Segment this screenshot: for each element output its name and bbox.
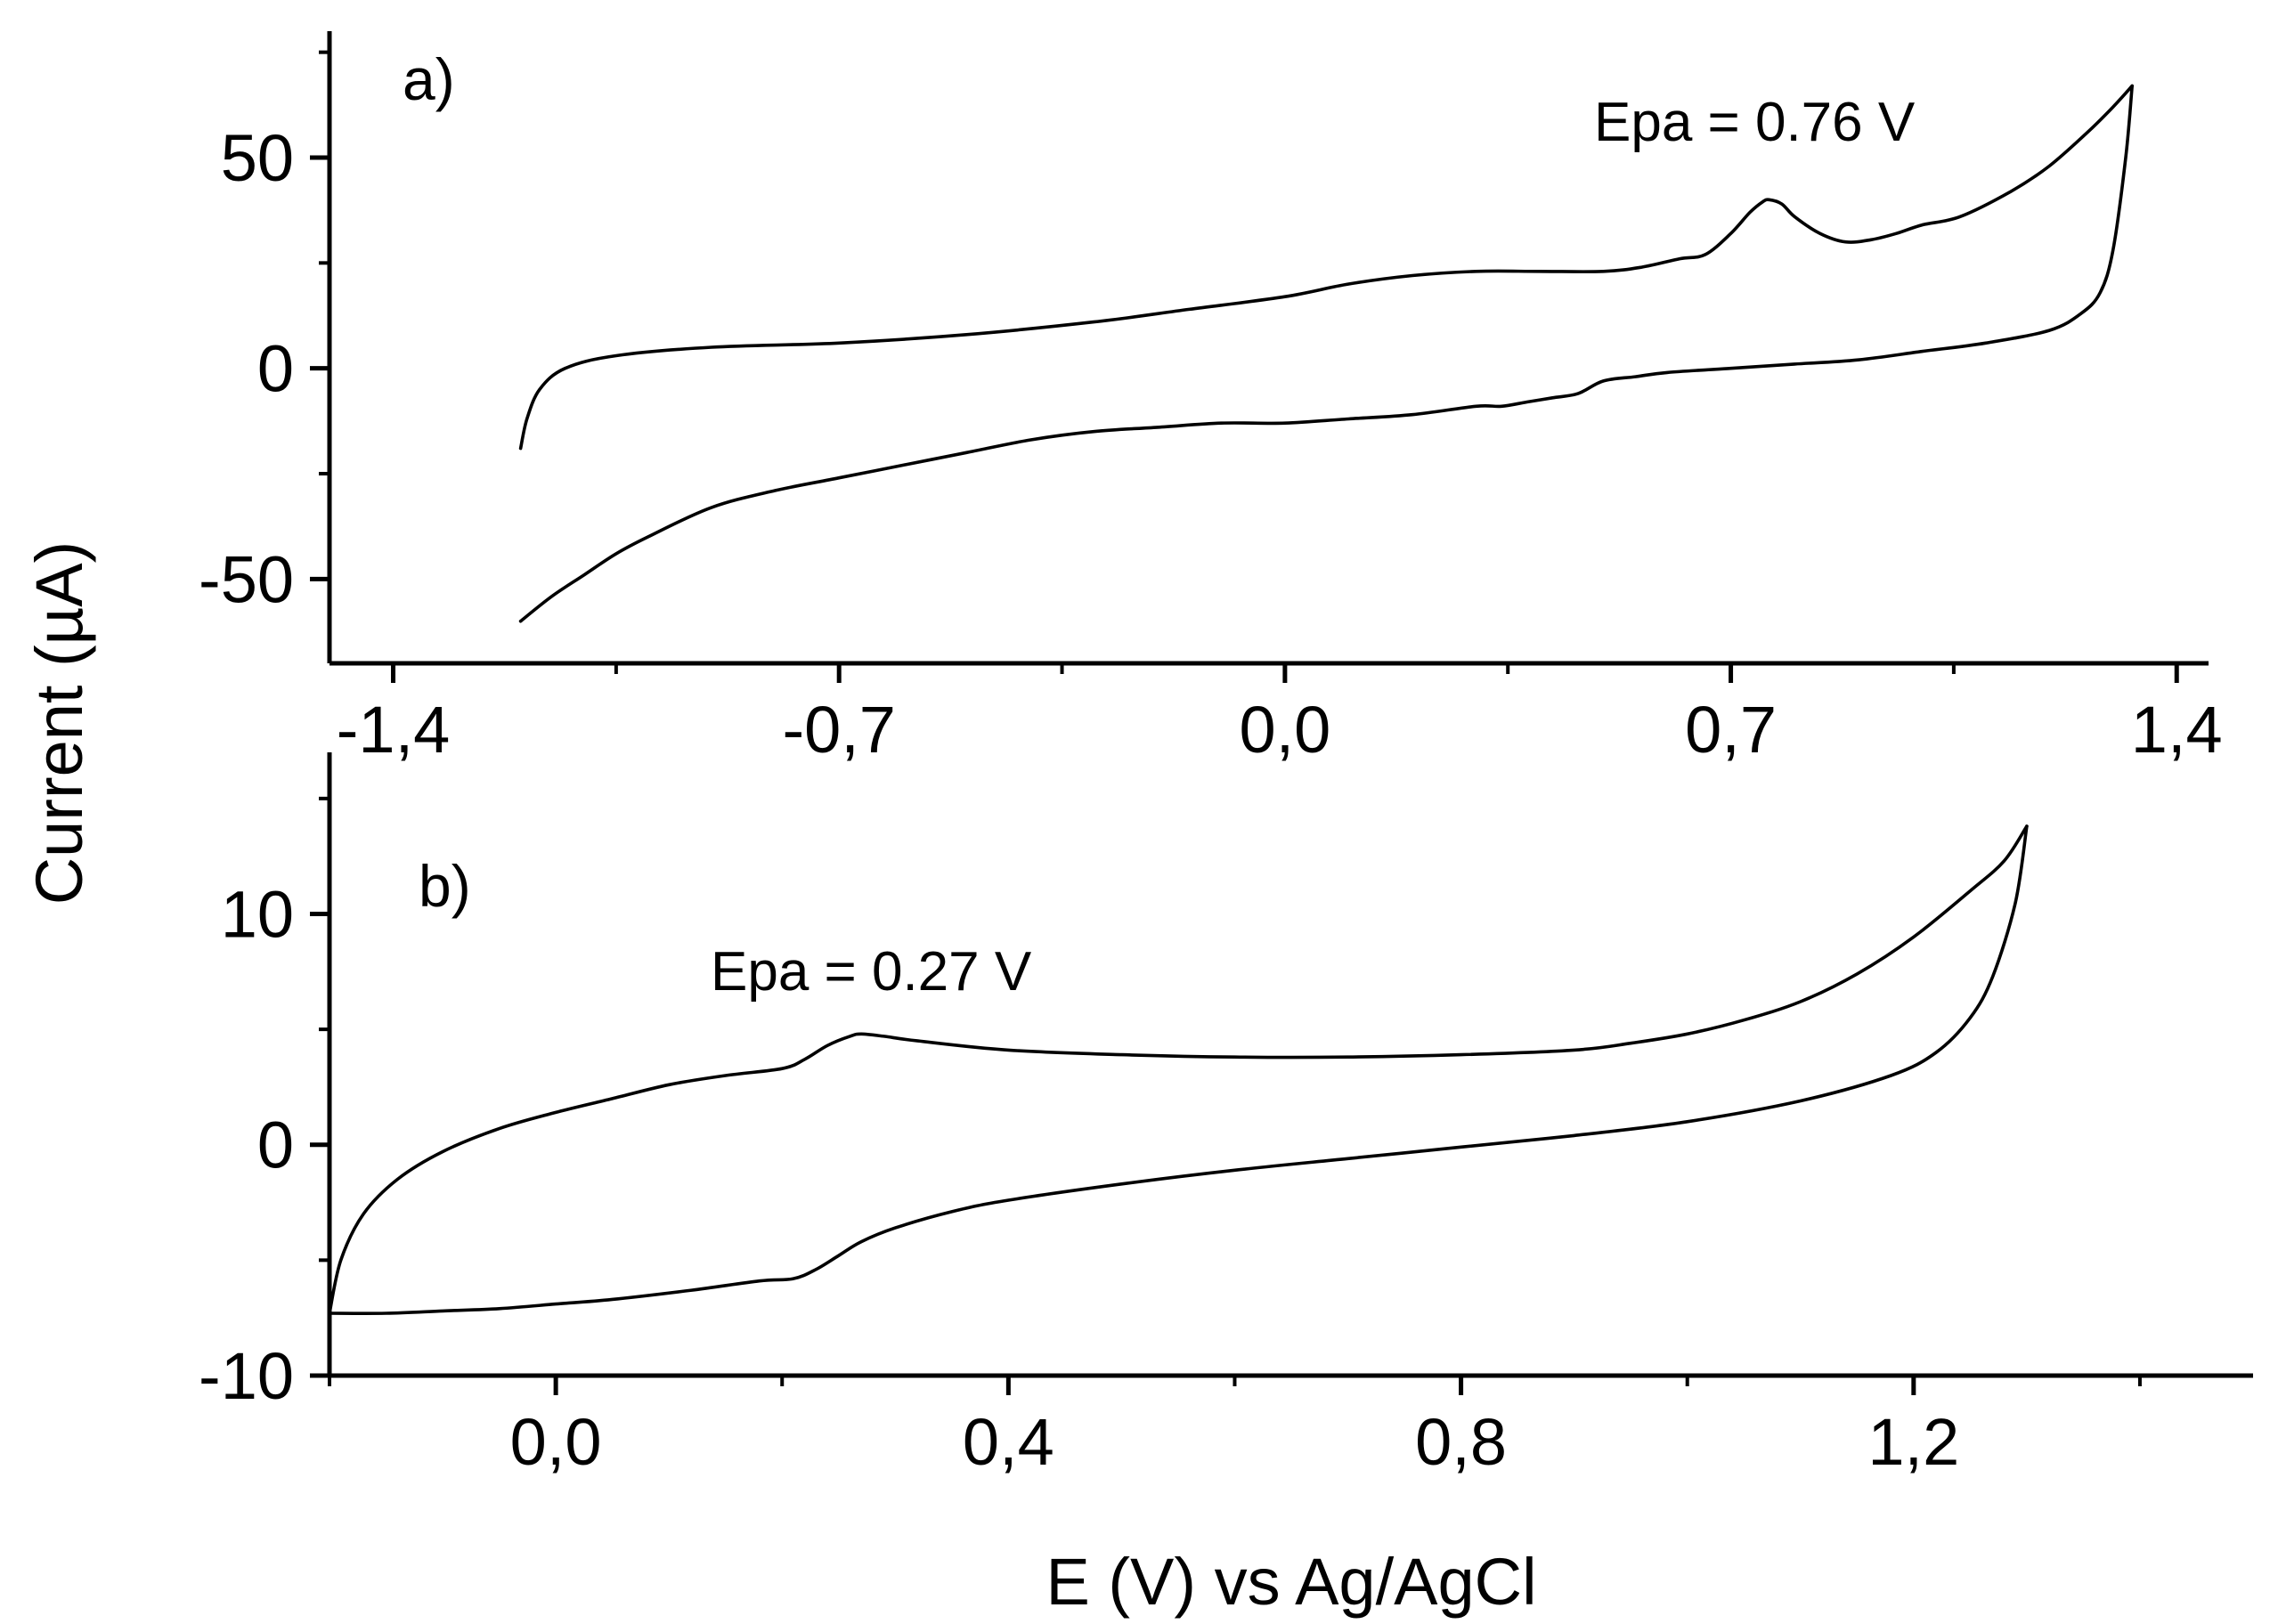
panel-a: -1,4 -0,7 0,0 0,7 1,4 -50 0 50 a) Epa = 0.76 V	[199, 31, 2223, 767]
panel-b-ticks: 0,0 0,4 0,8 1,2 -10 0 10	[199, 796, 2142, 1479]
panel-a-anodic-scan-line	[518, 84, 2134, 451]
panel-a-annotation: Epa = 0.76 V	[1594, 92, 1916, 153]
panel-a-ticks: -1,4 -0,7 0,0 0,7 1,4 -50 0 50	[199, 50, 2223, 767]
panel-a-y-tick-label: 0	[257, 332, 294, 406]
y-axis-title: Current (µA)	[22, 541, 96, 905]
panel-b-x-tick-label: 1,2	[1867, 1405, 1959, 1479]
panel-b-x-tick-label: 0,8	[1415, 1405, 1507, 1479]
panel-b-y-tick-label: 10	[221, 877, 294, 951]
panel-a-x-tick-label: -1,4	[337, 693, 451, 767]
panel-b-label: b)	[419, 853, 471, 919]
panel-b-series	[328, 824, 2029, 1315]
panel-b-anodic-scan-line	[328, 824, 2029, 1315]
panel-b-cathodic-scan-line	[328, 824, 2029, 1315]
panel-a-series	[518, 84, 2134, 623]
panel-a-y-tick-label: 50	[221, 121, 294, 195]
panel-a-y-tick-label: -50	[199, 542, 294, 616]
panel-a-x-tick-label: 0,7	[1685, 693, 1777, 767]
panel-a-x-tick-label: 1,4	[2131, 693, 2223, 767]
panel-b-y-tick-label: 0	[257, 1108, 294, 1182]
x-axis-title: E (V) vs Ag/AgCl	[1045, 1545, 1536, 1619]
panel-a-cathodic-scan-line	[518, 84, 2134, 623]
panel-b-x-tick-label: 0,4	[963, 1405, 1054, 1479]
panel-b-annotation: Epa = 0.27 V	[711, 941, 1032, 1003]
panel-b: 0,0 0,4 0,8 1,2 -10 0 10 b) Epa = 0.27 V	[199, 752, 2253, 1479]
panel-b-y-tick-label: -10	[199, 1339, 294, 1413]
panel-a-x-tick-label: -0,7	[782, 693, 896, 767]
panel-a-label: a)	[403, 46, 455, 112]
panel-a-x-tick-label: 0,0	[1239, 693, 1330, 767]
panel-b-x-tick-label: 0,0	[510, 1405, 602, 1479]
